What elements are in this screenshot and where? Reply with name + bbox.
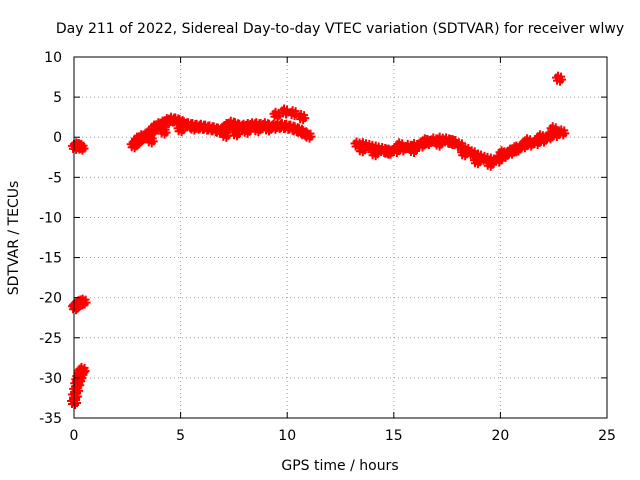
y-tick-label: -10 — [39, 210, 62, 226]
data-point — [521, 134, 536, 149]
data-point — [218, 127, 233, 142]
plot-frame — [73, 56, 608, 419]
data-point — [75, 362, 90, 377]
data-point — [173, 122, 188, 137]
data-point — [295, 110, 310, 125]
data-point — [261, 121, 276, 136]
x-tick-label: 10 — [278, 428, 296, 444]
data-point — [286, 106, 301, 121]
data-point — [143, 133, 158, 148]
data-point — [405, 143, 420, 158]
data-point — [186, 120, 201, 135]
data-point — [469, 154, 484, 169]
data-point — [76, 294, 91, 309]
data-point — [431, 136, 446, 151]
y-tick-label: -25 — [39, 331, 62, 347]
x-tick-label: 25 — [598, 428, 616, 444]
data-point — [130, 132, 145, 147]
y-axis-label: SDTVAR / TECUs — [6, 181, 22, 296]
x-tick-label: 20 — [491, 428, 509, 444]
x-tick-label: 15 — [385, 428, 403, 444]
y-tick-label: 0 — [53, 130, 62, 146]
y-tick-label: 5 — [53, 90, 62, 106]
y-tick-label: -5 — [48, 170, 62, 186]
data-point — [552, 71, 567, 86]
data-point — [444, 135, 459, 150]
data-point — [546, 122, 561, 137]
data-points — [67, 71, 570, 409]
data-point — [156, 124, 171, 139]
data-point — [393, 138, 408, 153]
y-tick-label: -30 — [39, 371, 62, 387]
data-point — [495, 146, 510, 161]
data-point — [508, 142, 523, 157]
x-axis-label: GPS time / hours — [281, 458, 398, 474]
data-point — [250, 122, 265, 137]
y-tick-label: -35 — [39, 411, 62, 427]
data-point — [301, 128, 316, 143]
data-point — [74, 140, 89, 155]
y-tick-labels: 10 5 0 -5 -10 -15 -20 -25 -30 -35 — [39, 50, 62, 427]
data-point — [239, 123, 254, 138]
data-point — [354, 142, 369, 157]
grid-layer — [74, 57, 607, 418]
data-point — [457, 146, 472, 161]
tick-marks — [73, 56, 608, 419]
data-point — [418, 134, 433, 149]
data-point — [380, 144, 395, 159]
x-tick-labels: 0 5 10 15 20 25 — [70, 428, 616, 444]
data-point — [482, 156, 497, 171]
y-tick-label: 10 — [44, 50, 62, 66]
x-tick-label: 5 — [176, 428, 185, 444]
data-point — [367, 146, 382, 161]
chart-title: Day 211 of 2022, Sidereal Day-to-day VTE… — [56, 21, 624, 37]
y-tick-label: -20 — [39, 291, 62, 307]
data-point — [533, 130, 548, 145]
data-point — [269, 107, 284, 122]
x-tick-label: 0 — [70, 428, 79, 444]
y-tick-label: -15 — [39, 251, 62, 267]
data-point — [229, 126, 244, 141]
